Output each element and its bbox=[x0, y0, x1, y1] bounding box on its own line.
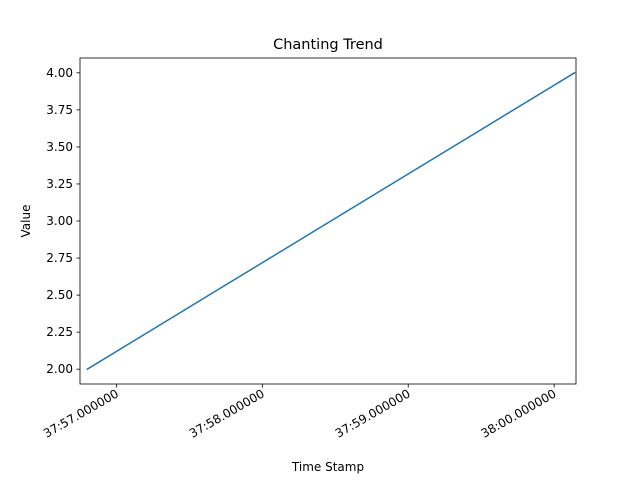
y-tick-label: 2.25 bbox=[46, 325, 73, 339]
y-tick-label: 2.75 bbox=[46, 251, 73, 265]
chart-title: Chanting Trend bbox=[273, 37, 383, 53]
y-tick-label: 2.50 bbox=[46, 288, 73, 302]
x-axis-label: Time Stamp bbox=[291, 460, 364, 474]
y-tick-label: 4.00 bbox=[46, 66, 73, 80]
series-line-0 bbox=[86, 71, 576, 371]
y-tick-label: 2.00 bbox=[46, 362, 73, 376]
y-tick-label: 3.50 bbox=[46, 140, 73, 154]
plot-area bbox=[86, 71, 576, 371]
y-tick-label: 3.75 bbox=[46, 103, 73, 117]
y-tick-label: 3.25 bbox=[46, 177, 73, 191]
y-axis-ticks: 2.00 2.25 2.50 2.75 3.00 3.25 3.50 3.75 4.00 bbox=[46, 66, 80, 376]
y-tick-label: 3.00 bbox=[46, 214, 73, 228]
axes-frame bbox=[79, 57, 577, 385]
y-axis-label: Value bbox=[19, 205, 33, 238]
